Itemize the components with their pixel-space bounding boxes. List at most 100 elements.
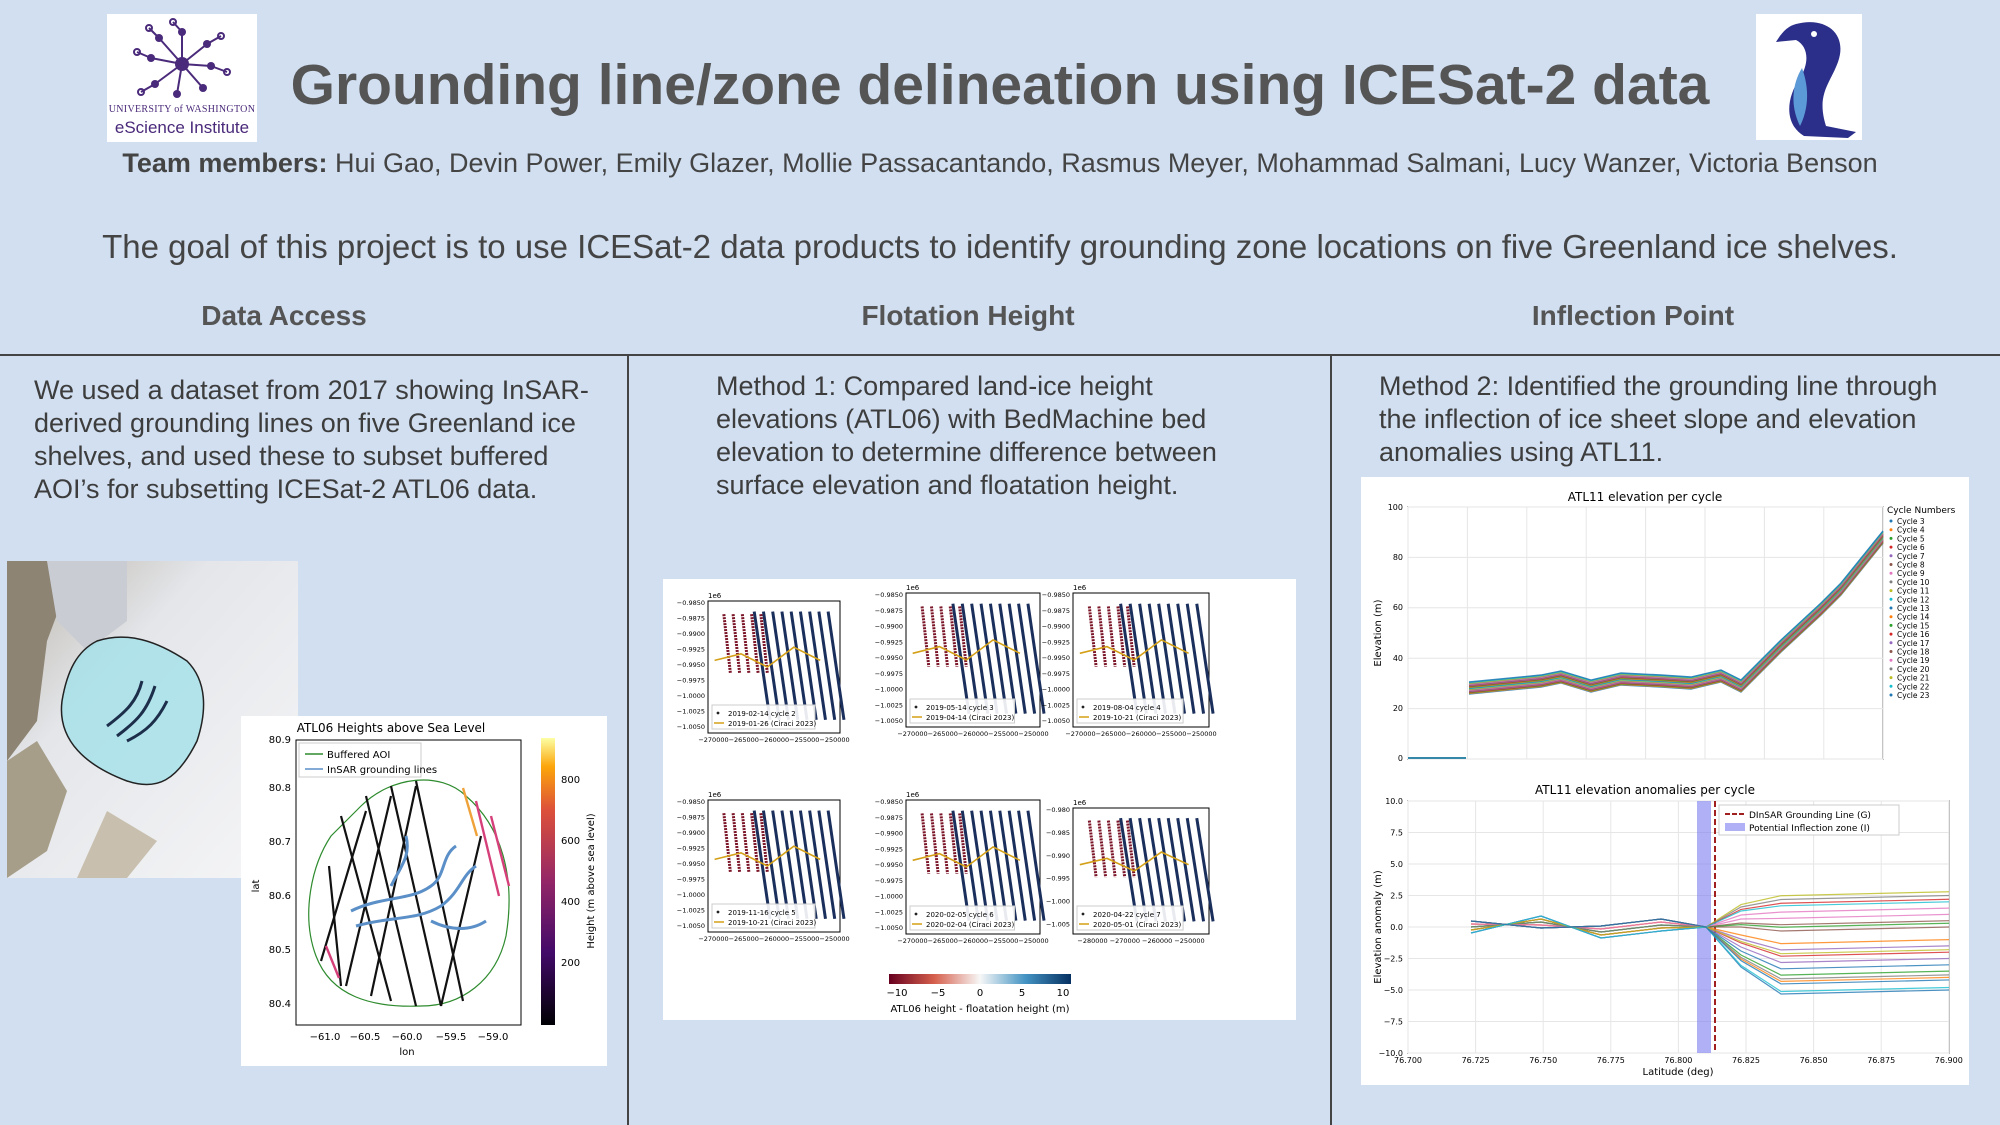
track-line (1119, 603, 1139, 714)
anom-xtick: 76.750 (1529, 1056, 1557, 1065)
track-line (979, 810, 999, 921)
track-line (1147, 603, 1167, 714)
team-members: Team members: Hui Gao, Devin Power, Emil… (0, 148, 2000, 179)
panel-ytick: −1.0000 (875, 893, 903, 901)
anomaly-line (1470, 907, 1950, 930)
panel-legend-ciraci: 2020-05-01 (Ciraci 2023) (1093, 921, 1181, 929)
flot-cbar-tick: −10 (886, 988, 907, 999)
cycle-legend-entry: Cycle 7 (1897, 552, 1925, 561)
panel-legend-cycle: 2020-04-22 cycle 7 (1093, 911, 1161, 919)
panel-ytick: −0.9950 (677, 860, 705, 868)
colorbar-tick: 600 (561, 836, 580, 847)
cycle-legend-entry: Cycle 17 (1897, 639, 1930, 648)
panel-ytick: −0.9975 (1042, 670, 1070, 678)
panel-ytick: −0.9875 (875, 814, 903, 822)
panel-ytick: −0.9975 (677, 876, 705, 884)
cycle-legend-entry: Cycle 13 (1897, 604, 1930, 613)
track-line (988, 810, 1008, 921)
flotation-text: Method 1: Compared land-ice height eleva… (716, 371, 1217, 500)
panel-ytick: −0.9925 (875, 638, 903, 646)
colorbar-label: Height (m above sea level) (586, 813, 597, 948)
track-line (929, 813, 940, 874)
cycle-legend-entry: Cycle 20 (1897, 665, 1930, 674)
track-line (1176, 817, 1196, 922)
track-line (1017, 603, 1037, 714)
atl06-title: ATL06 Heights above Sea Level (297, 721, 486, 735)
panel-ytick: −0.9925 (677, 845, 705, 853)
track-line (1166, 817, 1187, 922)
track-line (1176, 603, 1196, 714)
team-label: Team members: (122, 148, 328, 178)
track-line (939, 606, 950, 667)
panel-exponent: 1e6 (906, 584, 920, 592)
heading-inflection-point: Inflection Point (1531, 300, 1735, 331)
cycle-legend-title: Cycle Numbers (1887, 506, 1956, 516)
panel-xtick: −270000−265000−260000−255000−250000 (897, 937, 1048, 945)
panel-ytick: −0.9975 (875, 877, 903, 885)
panel-xtick: −270000−265000−260000−255000−250000 (1065, 730, 1216, 738)
panel-ytick: −0.9875 (875, 607, 903, 615)
panel-ytick: −1.0050 (1042, 717, 1070, 725)
elev-ytick: 80 (1393, 553, 1403, 562)
panel-ytick: −0.9950 (1042, 654, 1070, 662)
track-line (789, 810, 809, 920)
cycle-legend-entry: Cycle 8 (1897, 561, 1925, 570)
panel-ytick: −0.9850 (875, 798, 903, 806)
colorbar-tick: 400 (561, 897, 580, 908)
anom-ytick: 7.5 (1390, 829, 1403, 838)
atl06-xtick: −60.0 (392, 1032, 423, 1043)
team-names: Hui Gao, Devin Power, Emily Glazer, Moll… (334, 148, 1878, 178)
cycle-legend-entry: Cycle 22 (1897, 682, 1930, 691)
panel-ytick: −0.9925 (875, 845, 903, 853)
elev-ytick: 40 (1393, 654, 1403, 663)
anom-ytick: −7.5 (1384, 1018, 1403, 1027)
flotation-colorbar (889, 974, 1071, 984)
panel-ytick: −0.9850 (677, 798, 705, 806)
atl06-ytick: 80.6 (269, 891, 291, 902)
elev-ytick: 100 (1388, 503, 1403, 512)
track-line (771, 611, 791, 721)
cycle-legend-entry: Cycle 23 (1897, 691, 1930, 700)
panel-ytick: −0.9975 (677, 677, 705, 685)
colorbar-tick: 200 (561, 958, 580, 969)
atl11-elev-title: ATL11 elevation per cycle (1568, 490, 1723, 504)
panel-xtick: −270000−265000−260000−255000−250000 (698, 935, 849, 943)
track-line (771, 810, 791, 920)
track-line (759, 614, 769, 674)
anom-xtick: 76.900 (1935, 1056, 1963, 1065)
track-line (1026, 810, 1046, 921)
panel-ytick: −0.9900 (875, 830, 903, 838)
panel-ytick: −0.9875 (677, 814, 705, 822)
panel-legend-ciraci: 2019-01-26 (Ciraci 2023) (728, 720, 816, 728)
panel-ytick: −0.9925 (677, 646, 705, 654)
anom-xlabel: Latitude (deg) (1643, 1067, 1714, 1078)
track-line (780, 810, 800, 920)
track-line (1125, 606, 1136, 667)
track-line (750, 614, 760, 674)
anomaly-line (1470, 901, 1950, 939)
column-divider-2 (1330, 356, 1332, 1125)
ciraci-grounding-line (714, 646, 821, 668)
track-line (960, 810, 980, 921)
panel-legend-ciraci: 2019-10-21 (Ciraci 2023) (1093, 714, 1181, 722)
logo-institute-text: eScience Institute (114, 118, 250, 137)
track-line (1106, 606, 1117, 667)
track-line (951, 810, 971, 921)
panel-ytick: −0.9875 (677, 615, 705, 623)
penguin-logo-icon (1756, 14, 1862, 140)
insar-grounding-lines (350, 835, 487, 930)
panel-ytick: −0.9900 (677, 630, 705, 638)
track-line (1138, 817, 1158, 922)
cycle-legend-entry: Cycle 15 (1897, 621, 1930, 630)
track-line (789, 611, 809, 721)
track-line (948, 606, 959, 667)
atl06-xlabel: lon (399, 1047, 414, 1058)
track-line (1026, 603, 1046, 714)
panel-ytick: −1.0025 (677, 907, 705, 915)
flot-cbar-tick: 10 (1057, 988, 1070, 999)
cycle-legend-entry: Cycle 21 (1897, 674, 1930, 683)
anom-xtick: 76.725 (1462, 1056, 1490, 1065)
section-divider (0, 354, 2000, 356)
ciraci-grounding-line (714, 845, 821, 867)
flot-cbar-tick: −5 (931, 988, 946, 999)
